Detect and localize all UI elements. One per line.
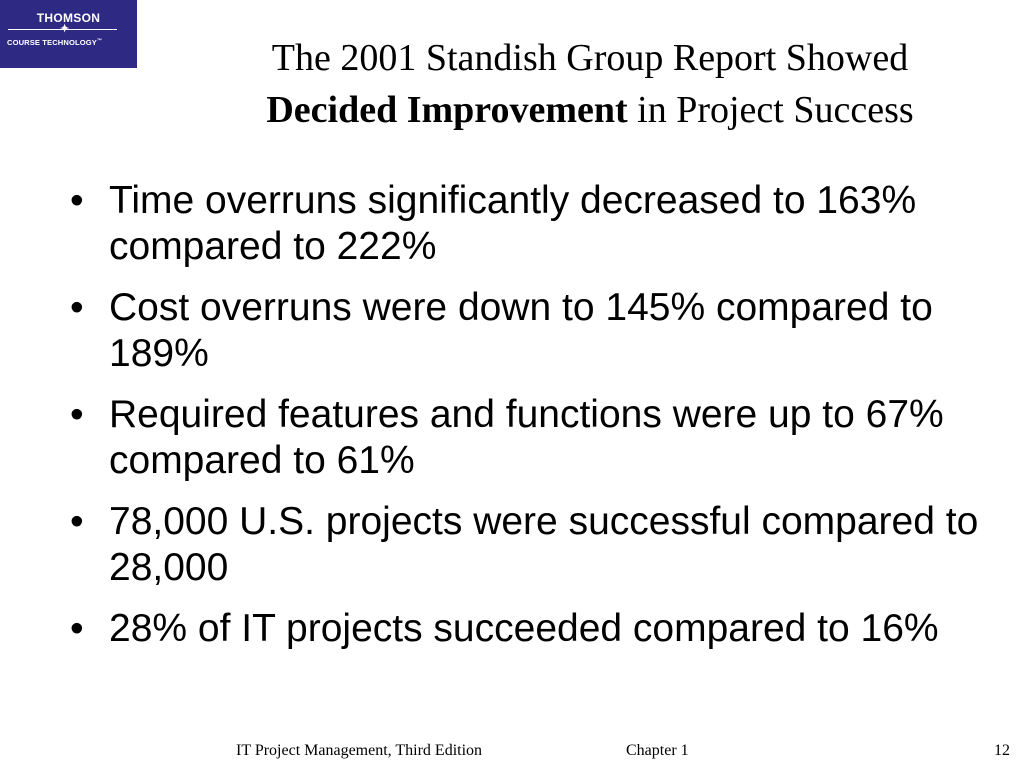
- bullet-text: Required features and functions were up …: [109, 393, 944, 482]
- bullet-icon: •: [70, 607, 84, 650]
- bullet-icon: •: [70, 286, 84, 329]
- title-line-2: Decided Improvement in Project Success: [185, 84, 995, 136]
- title-line-1: The 2001 Standish Group Report Showed: [271, 37, 909, 79]
- logo-trademark: ™: [96, 38, 102, 44]
- bullet-item: • 28% of IT projects succeeded compared t…: [70, 606, 1000, 652]
- footer-book-title: IT Project Management, Third Edition: [236, 742, 483, 759]
- thomson-course-technology-logo: THOMSON ✦ COURSE TECHNOLOGY™: [0, 0, 137, 68]
- bullet-item: • Cost overruns were down to 145% compare…: [70, 285, 1000, 377]
- bullet-item: • Time overruns significantly decreased t…: [70, 178, 1000, 270]
- bullet-text: Cost overruns were down to 145% compared…: [109, 286, 933, 375]
- logo-line-1: THOMSON: [36, 11, 101, 25]
- bullet-list: • Time overruns significantly decreased t…: [70, 178, 1000, 667]
- footer-chapter: Chapter 1: [626, 742, 689, 759]
- slide-title: The 2001 Standish Group Report Showed De…: [185, 32, 995, 136]
- bullet-icon: •: [70, 500, 84, 543]
- title-line-2-rest: in Project Success: [627, 89, 914, 131]
- bullet-text: 78,000 U.S. projects were successful com…: [109, 500, 979, 589]
- bullet-icon: •: [70, 393, 84, 436]
- logo-rule: [8, 29, 117, 30]
- logo-star-icon: ✦: [60, 23, 70, 35]
- bullet-item: • Required features and functions were up…: [70, 392, 1000, 484]
- footer-page-number: 12: [994, 742, 1010, 759]
- bullet-item: • 78,000 U.S. projects were successful co…: [70, 499, 1000, 591]
- logo-line-2-text: COURSE TECHNOLOGY: [7, 38, 97, 47]
- logo-line-2: COURSE TECHNOLOGY™: [7, 38, 102, 47]
- bullet-icon: •: [70, 179, 84, 222]
- title-emphasis: Decided Improvement: [266, 89, 628, 131]
- bullet-text: Time overruns significantly decreased to…: [109, 179, 917, 268]
- bullet-text: 28% of IT projects succeeded compared to…: [109, 607, 939, 650]
